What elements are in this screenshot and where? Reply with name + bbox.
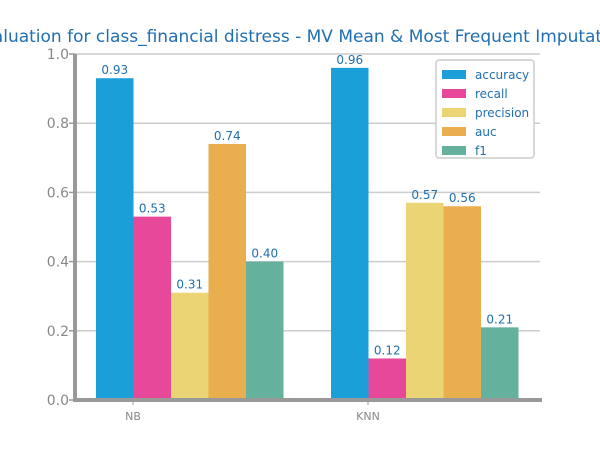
legend-swatch-recall bbox=[442, 89, 466, 98]
data-label: 0.31 bbox=[176, 278, 203, 292]
bar-recall-nb bbox=[133, 216, 171, 400]
y-tick-label: 1.0 bbox=[47, 47, 69, 63]
y-tick-label: 0.2 bbox=[47, 324, 69, 340]
data-label: 0.57 bbox=[411, 188, 438, 202]
bar-auc-knn bbox=[443, 206, 481, 400]
data-label: 0.74 bbox=[214, 129, 241, 143]
data-label: 0.93 bbox=[101, 63, 128, 77]
bar-precision-knn bbox=[406, 202, 444, 400]
legend-swatch-f1 bbox=[442, 146, 466, 155]
legend-label-precision: precision bbox=[475, 106, 529, 120]
data-label: 0.96 bbox=[336, 53, 363, 67]
bar-auc-nb bbox=[208, 143, 246, 400]
y-tick-label: 0.8 bbox=[47, 116, 69, 132]
labels-layer: 0.93 0.53 0.31 0.74 0.40 0.96 0.12 0.57 0.56 0.21 bbox=[101, 53, 513, 358]
bar-accuracy-knn bbox=[331, 67, 369, 400]
data-label: 0.53 bbox=[139, 202, 166, 216]
chart-title: Evaluation for class_financial distress … bbox=[0, 27, 600, 47]
data-label: 0.12 bbox=[374, 343, 401, 357]
data-label: 0.21 bbox=[486, 312, 513, 326]
bar-f1-knn bbox=[481, 327, 519, 400]
bar-f1-nb bbox=[246, 261, 284, 400]
legend-label-auc: auc bbox=[475, 125, 497, 139]
y-tick-label: 0.4 bbox=[47, 255, 69, 271]
data-label: 0.40 bbox=[251, 247, 278, 261]
y-tick-label: 0.0 bbox=[47, 393, 69, 409]
legend-swatch-auc bbox=[442, 127, 466, 136]
legend-label-accuracy: accuracy bbox=[475, 68, 529, 82]
legend-swatch-precision bbox=[442, 108, 466, 117]
legend-swatch-accuracy bbox=[442, 70, 466, 79]
x-tick-label: KNN bbox=[356, 410, 380, 423]
y-tick-label: 0.6 bbox=[47, 185, 69, 201]
data-label: 0.56 bbox=[449, 191, 476, 205]
bar-recall-knn bbox=[368, 358, 406, 400]
legend: accuracy recall precision auc f1 bbox=[435, 59, 535, 159]
x-tick-label: NB bbox=[125, 410, 141, 423]
axes-layer: 0.0 0.2 0.4 0.6 0.8 1.0 NB KNN bbox=[47, 47, 542, 423]
bars-layer bbox=[96, 67, 519, 400]
legend-label-recall: recall bbox=[475, 87, 508, 101]
bar-accuracy-nb bbox=[96, 78, 134, 400]
bar-precision-nb bbox=[171, 292, 209, 400]
legend-label-f1: f1 bbox=[475, 144, 487, 158]
